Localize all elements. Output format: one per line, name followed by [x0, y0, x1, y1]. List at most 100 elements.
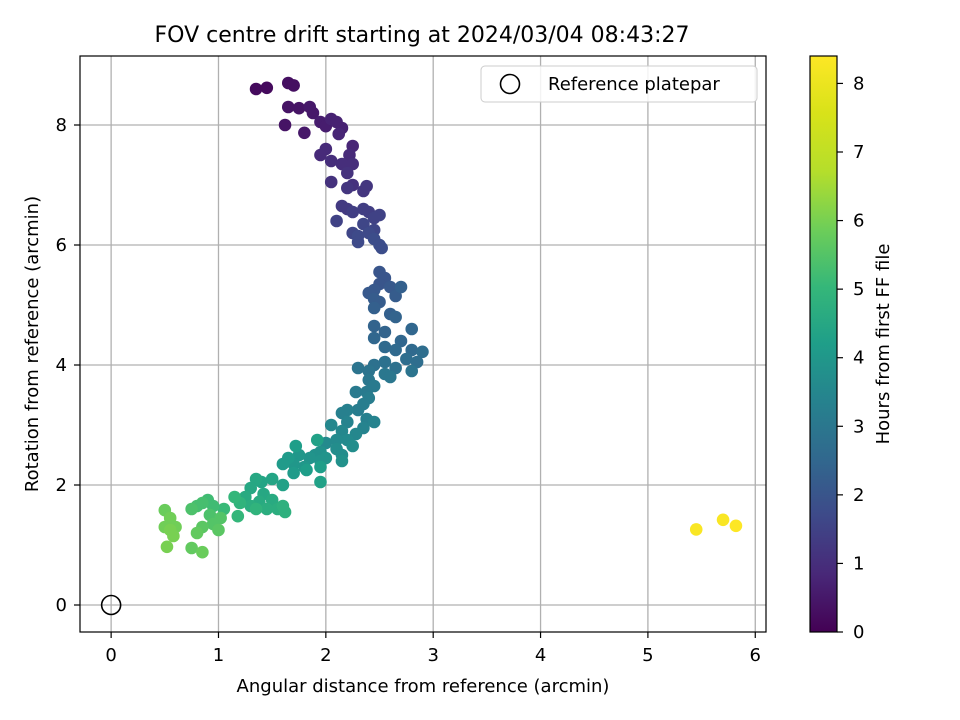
data-point — [360, 179, 373, 193]
data-point — [394, 280, 408, 294]
x-tick-label: 0 — [105, 645, 116, 666]
data-point — [292, 101, 306, 115]
data-point — [260, 81, 274, 95]
data-point — [298, 126, 311, 140]
data-point — [196, 545, 209, 559]
data-point — [378, 355, 392, 369]
data-point — [716, 513, 730, 527]
data-point — [383, 370, 397, 384]
y-tick-label: 8 — [56, 115, 67, 136]
colorbar-gradient — [809, 55, 838, 633]
colorbar-tick-label: 6 — [853, 211, 864, 232]
data-point — [330, 433, 343, 447]
legend-open-circle-icon — [499, 73, 521, 95]
colorbar-tick-label: 1 — [853, 553, 864, 574]
legend-label: Reference platepar — [548, 74, 720, 95]
data-point — [249, 502, 263, 516]
data-point — [314, 460, 327, 474]
data-point — [378, 340, 392, 354]
data-point — [314, 475, 327, 489]
data-point — [416, 345, 429, 359]
data-point — [276, 478, 290, 492]
y-tick-label: 0 — [56, 595, 67, 616]
data-point — [351, 235, 365, 249]
data-point — [346, 205, 359, 219]
data-point — [231, 509, 245, 523]
x-tick-label: 4 — [535, 645, 546, 666]
y-tick-label: 2 — [56, 475, 67, 496]
x-axis-ticks: 0 1 2 3 4 5 6 — [105, 632, 761, 666]
y-axis-ticks: 0 2 4 6 8 — [56, 115, 80, 616]
colorbar-tick-label: 2 — [853, 485, 864, 506]
data-point — [265, 472, 279, 486]
data-point — [367, 319, 381, 333]
data-point — [278, 118, 292, 132]
data-point — [349, 385, 363, 399]
data-point — [167, 529, 180, 543]
reference-platepar-marker — [100, 594, 122, 616]
data-point — [287, 79, 300, 92]
data-point — [341, 166, 354, 180]
data-point — [185, 502, 198, 516]
plot-area: 0 1 2 3 4 5 6 0 2 4 6 8 — [56, 55, 767, 666]
data-point — [330, 214, 343, 228]
data-point — [346, 439, 359, 453]
data-point — [400, 352, 413, 366]
data-point — [212, 523, 225, 537]
data-point — [281, 100, 295, 114]
x-tick-label: 1 — [213, 645, 224, 666]
data-point — [389, 310, 402, 324]
x-tick-label: 2 — [320, 645, 331, 666]
colorbar-tick-label: 8 — [853, 73, 864, 94]
x-axis-label: Angular distance from reference (arcmin) — [237, 676, 610, 697]
data-point — [276, 499, 290, 513]
data-point — [287, 466, 300, 480]
colorbar-tick-label: 7 — [853, 142, 864, 163]
data-point — [375, 241, 388, 255]
data-point — [405, 364, 419, 378]
data-point — [362, 364, 376, 378]
legend: Reference platepar — [480, 65, 758, 103]
chart-title: FOV centre drift starting at 2024/03/04 … — [155, 23, 690, 48]
data-point — [351, 403, 365, 417]
data-point — [351, 361, 365, 375]
colorbar-label: Hours from first FF file — [873, 244, 894, 445]
data-point — [367, 301, 381, 315]
data-point — [332, 127, 346, 141]
y-axis-label: Rotation from reference (arcmin) — [22, 196, 43, 492]
data-point — [276, 457, 290, 471]
data-point — [378, 325, 392, 339]
data-point — [314, 148, 327, 162]
colorbar: 0 1 2 3 4 5 6 7 8 Hours from first FF file — [809, 55, 894, 643]
colorbar-tick-label: 4 — [853, 348, 864, 369]
data-point — [729, 519, 743, 533]
data-point — [335, 454, 349, 468]
data-point — [185, 541, 198, 555]
data-point — [306, 106, 320, 120]
data-point — [367, 331, 381, 345]
data-point — [324, 175, 338, 189]
data-point — [289, 439, 303, 453]
legend-box — [480, 65, 758, 103]
data-points — [158, 76, 743, 559]
data-point — [300, 463, 313, 477]
y-tick-label: 6 — [56, 235, 67, 256]
data-point — [367, 211, 381, 225]
data-point — [389, 343, 402, 357]
data-point — [367, 415, 381, 429]
data-point — [405, 322, 419, 336]
colorbar-tick-label: 0 — [853, 622, 864, 643]
data-point — [310, 433, 324, 447]
axes-frame — [79, 55, 767, 633]
data-point — [324, 418, 338, 432]
data-point — [249, 82, 263, 96]
x-tick-label: 3 — [427, 645, 438, 666]
data-point — [260, 502, 274, 516]
data-point — [689, 523, 703, 536]
colorbar-tick-label: 5 — [853, 279, 864, 300]
data-point — [190, 526, 204, 540]
x-tick-label: 5 — [642, 645, 653, 666]
data-point — [341, 181, 354, 195]
